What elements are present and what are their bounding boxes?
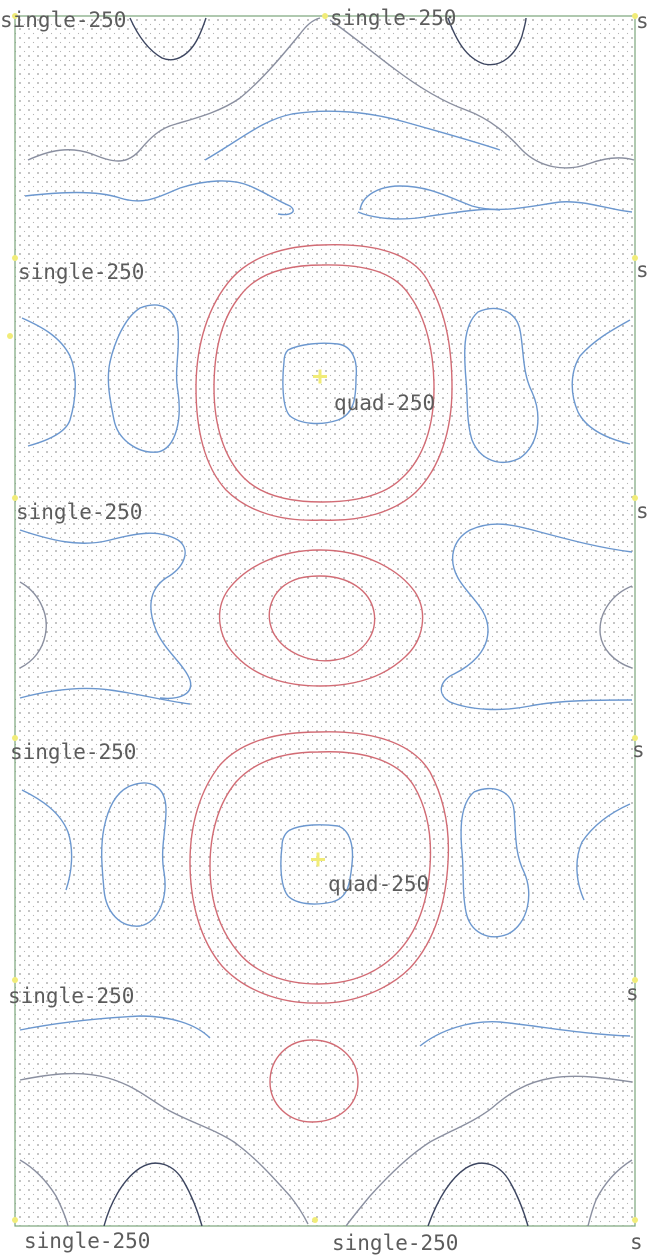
single-marker bbox=[12, 1217, 18, 1223]
single-label-clipped: s bbox=[630, 1230, 643, 1254]
dark-lobe-bottom-right bbox=[427, 1162, 529, 1227]
negative-contours bbox=[19, 110, 633, 1047]
blue-band-mid-left bbox=[19, 529, 192, 700]
red-contour-middle-inner bbox=[268, 575, 376, 662]
dark-lobe-top-left bbox=[129, 17, 207, 61]
blue-band-bottom-left bbox=[19, 1015, 211, 1039]
single-marker bbox=[322, 13, 328, 19]
blue-edge-upper-left bbox=[21, 317, 76, 447]
single-marker bbox=[632, 13, 638, 19]
grey-contour-bottom-corner-left bbox=[19, 1159, 69, 1227]
dot-grid bbox=[15, 16, 635, 1226]
single-marker bbox=[632, 735, 638, 741]
grey-contour-bottom-right bbox=[345, 1075, 633, 1227]
blue-lobe-lower-right bbox=[460, 787, 530, 938]
single-marker bbox=[312, 1217, 318, 1223]
red-contour-middle-outer bbox=[218, 549, 424, 687]
red-contour-bottom-small bbox=[269, 1039, 359, 1123]
single-label: single-250 bbox=[10, 740, 136, 764]
blue-band-top-mid bbox=[357, 208, 501, 220]
source-labels: single-250 single-250 s single-250 s qua… bbox=[0, 6, 649, 1255]
single-label-clipped: s bbox=[636, 258, 649, 282]
single-label: single-250 bbox=[8, 984, 134, 1008]
dark-lobe-bottom-left bbox=[103, 1162, 203, 1227]
blue-band-top-right bbox=[359, 185, 633, 213]
single-label: single-250 bbox=[18, 260, 144, 284]
dark-contours bbox=[103, 17, 529, 1227]
single-label: single-250 bbox=[332, 1231, 458, 1255]
single-marker bbox=[12, 13, 18, 19]
grey-contour-top-left bbox=[27, 17, 321, 162]
blue-band-bottom-right bbox=[419, 1021, 631, 1047]
single-marker bbox=[12, 977, 18, 983]
single-marker bbox=[632, 977, 638, 983]
single-marker bbox=[632, 1217, 638, 1223]
grey-contour-mid-right bbox=[599, 585, 633, 669]
single-label-clipped: s bbox=[636, 499, 649, 523]
red-contour-upper-outer bbox=[195, 244, 453, 521]
blue-band-top-upper bbox=[204, 110, 501, 161]
dark-lobe-top-right bbox=[447, 17, 527, 66]
single-label: single-250 bbox=[330, 6, 456, 30]
zero-contours bbox=[19, 17, 635, 1227]
red-contour-lower-outer bbox=[189, 731, 450, 1004]
red-contour-upper-inner bbox=[213, 264, 435, 503]
single-label: single-250 bbox=[16, 500, 142, 524]
blue-edge-upper-right bbox=[571, 319, 631, 445]
source-markers bbox=[7, 13, 638, 1223]
blue-lobe-lower-center bbox=[280, 824, 354, 905]
blue-edge-lower-right bbox=[576, 803, 631, 901]
single-marker bbox=[632, 255, 638, 261]
quad-label: quad-250 bbox=[334, 391, 435, 415]
blue-band-top-left bbox=[24, 180, 294, 216]
blue-band-mid-bottom-left bbox=[19, 687, 191, 705]
single-marker bbox=[12, 495, 18, 501]
single-label: single-250 bbox=[24, 1229, 150, 1253]
blue-lobe-lower-left bbox=[101, 782, 167, 927]
quad-marker-upper bbox=[313, 369, 327, 384]
blue-edge-lower-left bbox=[21, 789, 73, 891]
single-label-clipped: s bbox=[632, 738, 645, 762]
single-marker bbox=[12, 255, 18, 261]
quad-label: quad-250 bbox=[328, 872, 429, 896]
single-label-clipped: s bbox=[626, 981, 639, 1005]
grey-contour-bottom-corner-right bbox=[587, 1159, 633, 1227]
single-label-clipped: s bbox=[636, 9, 649, 33]
single-marker bbox=[632, 495, 638, 501]
quad-marker-lower bbox=[311, 852, 325, 867]
positive-contours bbox=[189, 244, 453, 1123]
grey-contour-mid-left bbox=[19, 581, 47, 669]
blue-lobe-upper-left bbox=[107, 304, 180, 453]
grey-contour-bottom-left bbox=[19, 1072, 309, 1225]
red-contour-lower-inner bbox=[209, 751, 432, 985]
blue-lobe-upper-right bbox=[463, 307, 539, 463]
blue-band-mid-right bbox=[440, 523, 633, 711]
grey-contour-top-right bbox=[329, 19, 635, 169]
blue-lobe-upper-center bbox=[282, 342, 358, 425]
single-marker bbox=[7, 333, 13, 339]
single-label: single-250 bbox=[0, 8, 126, 32]
single-marker bbox=[12, 735, 18, 741]
